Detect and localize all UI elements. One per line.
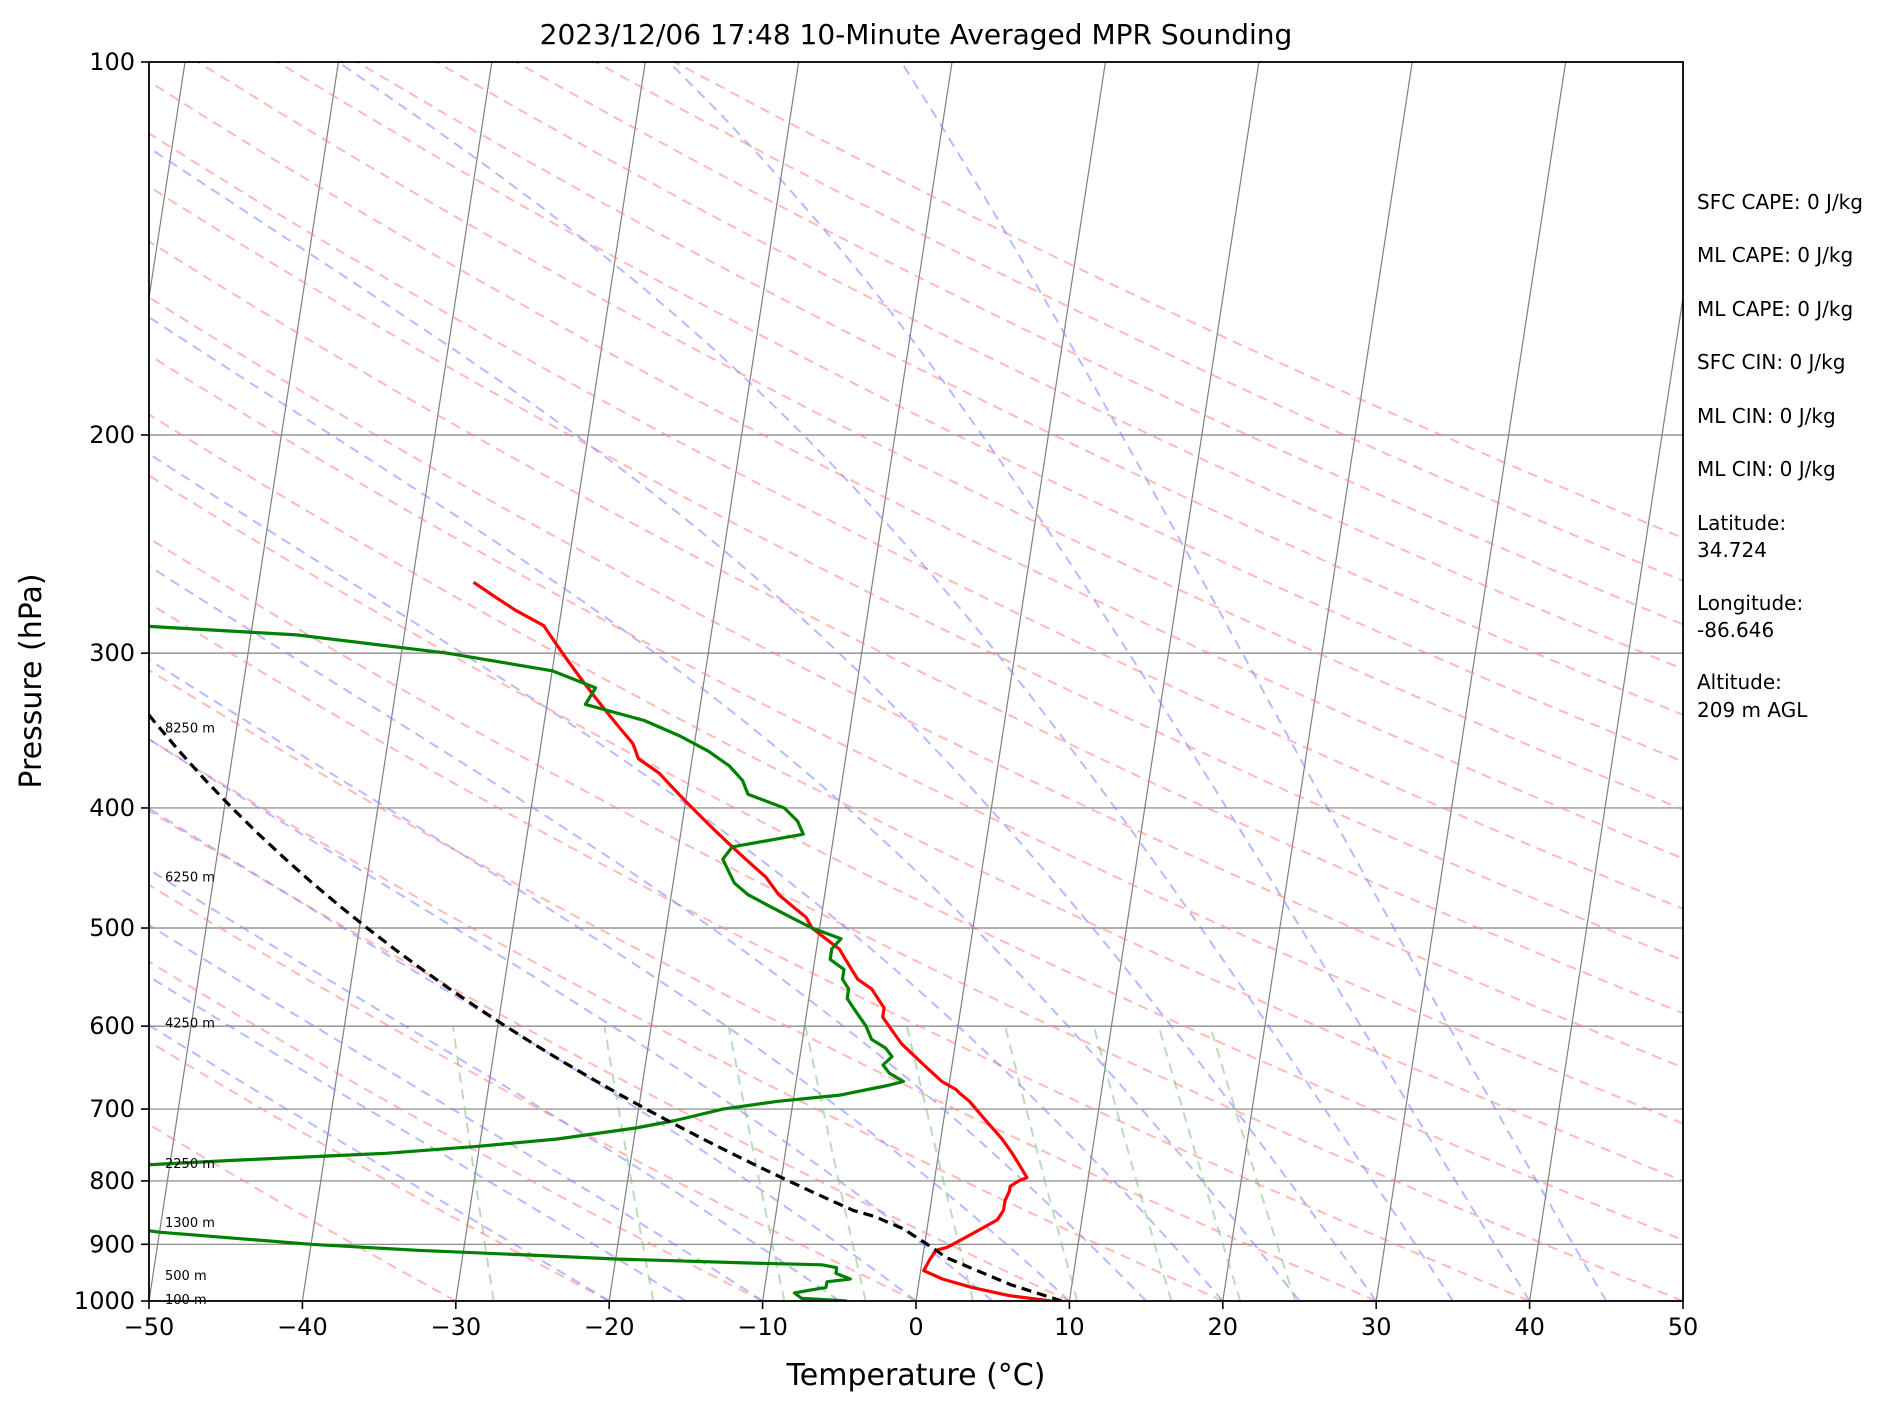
dry-adiabat-line xyxy=(149,240,1683,1015)
x-tick-label: 10 xyxy=(1054,1313,1085,1341)
isotherm-line xyxy=(455,62,646,1301)
y-tick-label: 400 xyxy=(89,794,135,822)
isotherm-line xyxy=(915,62,1107,1301)
mixing-ratio-line xyxy=(1004,1025,1079,1301)
y-tick-label: 100 xyxy=(89,48,135,76)
dry-adiabat-line xyxy=(276,62,1683,763)
moist-adiabat-line xyxy=(900,62,1608,1301)
dry-adiabat-line xyxy=(149,537,1683,1301)
dry-adiabat-line xyxy=(149,668,1377,1301)
latitude-value: 34.724 xyxy=(1697,538,1767,562)
height-label: 1300 m xyxy=(165,1216,215,1231)
y-tick-label: 900 xyxy=(89,1230,135,1258)
parcel-line xyxy=(149,712,1063,1301)
temperature-line xyxy=(472,580,1052,1301)
dry-adiabat-line xyxy=(515,62,1683,626)
moist-adiabat-line xyxy=(149,868,840,1301)
height-labels: 100 m 500 m 1300 m 2250 m 4250 m 6250 m 8250 m xyxy=(165,721,215,1308)
x-tick-label: 0 xyxy=(908,1313,923,1341)
dry-adiabat-line xyxy=(149,353,1683,1125)
height-label: 100 m xyxy=(165,1293,207,1308)
dry-adiabat-line xyxy=(594,62,1683,582)
mixing-ratio-line xyxy=(603,1025,655,1301)
latitude-label: Latitude: xyxy=(1697,511,1786,535)
moist-adiabat-line xyxy=(149,807,917,1301)
moist-adiabat-line xyxy=(149,564,1147,1301)
longitude-label: Longitude: xyxy=(1697,591,1803,615)
altitude-value: 209 m AGL xyxy=(1697,698,1808,722)
mixing-ratio-line xyxy=(804,1025,867,1301)
y-axis-title: Pressure (hPa) xyxy=(14,573,49,788)
dry-adiabat-line xyxy=(149,602,1530,1301)
y-tick-label: 700 xyxy=(89,1095,135,1123)
dry-adiabat-line xyxy=(197,62,1683,811)
x-tick-label: −10 xyxy=(737,1313,788,1341)
altitude-label: Altitude: xyxy=(1697,670,1782,694)
isotherm-line xyxy=(1375,62,1567,1301)
dry-adiabat-line xyxy=(149,883,917,1301)
x-tick-label: −30 xyxy=(430,1313,481,1341)
background-lines xyxy=(149,62,1683,1301)
moist-adiabat-line xyxy=(149,1024,610,1301)
dry-adiabat-line xyxy=(149,296,1683,1069)
dewpoint-line xyxy=(149,624,906,1301)
y-tick-label: 800 xyxy=(89,1167,135,1195)
mixing-ratio-line xyxy=(451,1025,495,1301)
y-tick-label: 600 xyxy=(89,1012,135,1040)
mixing-ratio-line xyxy=(1157,1025,1242,1301)
y-tick-label: 300 xyxy=(89,639,135,667)
isotherm-line xyxy=(1529,293,1683,1301)
x-tick-label: 20 xyxy=(1208,1313,1239,1341)
isotherm-line xyxy=(1068,62,1260,1301)
dry-adiabat-line xyxy=(149,413,1683,1182)
x-tick-label: −20 xyxy=(584,1313,635,1341)
dry-adiabat-line xyxy=(149,960,764,1301)
height-label: 500 m xyxy=(165,1269,207,1284)
moist-adiabat-line xyxy=(668,62,1531,1301)
isotherm-line xyxy=(149,62,186,302)
y-tick-label: 200 xyxy=(89,421,135,449)
ml-cape-text-2: ML CAPE: 0 J/kg xyxy=(1697,297,1853,321)
x-tick-label: 50 xyxy=(1668,1313,1699,1341)
moist-adiabat-line xyxy=(149,452,1224,1301)
x-tick-label: 30 xyxy=(1361,1313,1392,1341)
dry-adiabat-line xyxy=(149,738,1224,1301)
ml-cape-text: ML CAPE: 0 J/kg xyxy=(1697,243,1853,267)
x-tick-label: −50 xyxy=(124,1313,175,1341)
sfc-cin-text: SFC CIN: 0 J/kg xyxy=(1697,350,1845,374)
info-panel: SFC CAPE: 0 J/kg ML CAPE: 0 J/kg ML CAPE… xyxy=(1697,190,1863,722)
longitude-value: -86.646 xyxy=(1697,618,1774,642)
dry-adiabat-line xyxy=(149,185,1683,962)
dry-adiabat-line xyxy=(149,474,1683,1242)
isotherm-line xyxy=(1222,62,1413,1301)
x-tick-label: −40 xyxy=(277,1313,328,1341)
moist-adiabat-line xyxy=(149,738,994,1301)
mixing-ratio-line xyxy=(1092,1025,1173,1301)
x-tick-label: 40 xyxy=(1514,1313,1545,1341)
mixing-ratio-line xyxy=(1209,1025,1297,1301)
series-lines xyxy=(149,580,1063,1301)
isotherm-line xyxy=(149,62,340,1301)
sfc-cape-text: SFC CAPE: 0 J/kg xyxy=(1697,190,1863,214)
moist-adiabat-line xyxy=(337,62,1454,1301)
isotherm-line xyxy=(762,62,953,1301)
height-label: 8250 m xyxy=(165,721,215,736)
ml-cin-text-2: ML CIN: 0 J/kg xyxy=(1697,457,1836,481)
axis-ticks: −50 −40 −30 −20 −10 0 10 20 30 40 50 1000 900 800 700 6… xyxy=(74,48,1698,1341)
chart-title: 2023/12/06 17:48 10-Minute Averaged MPR … xyxy=(540,18,1293,51)
height-label: 2250 m xyxy=(165,1157,215,1172)
moist-adiabat-line xyxy=(149,146,1378,1301)
isotherm-line xyxy=(608,62,800,1301)
ml-cin-text: ML CIN: 0 J/kg xyxy=(1697,404,1836,428)
y-tick-label: 1000 xyxy=(74,1287,135,1315)
x-axis-title: Temperature (°C) xyxy=(786,1358,1046,1393)
height-label: 6250 m xyxy=(165,870,215,885)
isotherm-line xyxy=(301,62,493,1301)
dry-adiabat-line xyxy=(149,1123,457,1301)
moist-adiabat-line xyxy=(149,923,764,1301)
height-label: 4250 m xyxy=(165,1016,215,1031)
y-tick-label: 500 xyxy=(89,914,135,942)
